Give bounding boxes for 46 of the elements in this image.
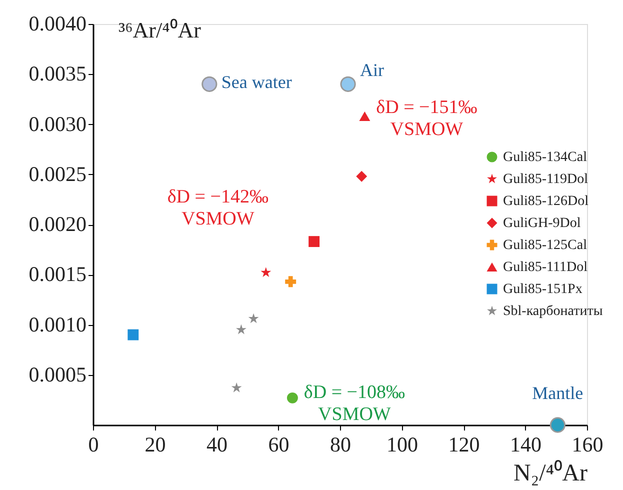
point [248, 313, 259, 324]
x-tick-label: 0 [88, 432, 99, 456]
x-tick-label: 20 [144, 432, 166, 456]
point [128, 329, 139, 340]
x-tick-label: 40 [206, 432, 228, 456]
legend-label: Guli85-125Cal [503, 238, 588, 253]
y-tick-label: 0.0035 [28, 62, 86, 86]
legend-label: Guli85-151Px [503, 282, 582, 297]
point [231, 382, 242, 392]
annotation: δD = −108‰ VSMOW [304, 382, 406, 425]
x-axis-title: N₂/⁴⁰Ar [513, 460, 588, 486]
legend-label: GuliGH-9Dol [503, 216, 581, 231]
point [202, 76, 218, 92]
y-tick-label: 0.0025 [28, 162, 86, 186]
x-tick-label: 80 [330, 432, 351, 456]
point [340, 76, 356, 92]
legend-label: Sbl-карбонатиты [503, 304, 604, 319]
point [286, 392, 298, 404]
point [285, 276, 296, 288]
x-tick-label: 140 [510, 432, 542, 456]
point [260, 267, 272, 278]
x-tick-label: 160 [572, 432, 604, 456]
annotation: Sea water [221, 72, 292, 92]
point [550, 417, 566, 433]
point [356, 170, 368, 182]
legend-label: Guli85-126Dol [503, 194, 589, 209]
y-axis-title: ³⁶Ar/⁴⁰Ar [118, 18, 202, 42]
legend-label: Guli85-119Dol [503, 172, 588, 187]
y-tick-label: 0.0040 [28, 12, 86, 36]
point [359, 111, 370, 121]
x-tick-label: 100 [386, 432, 418, 456]
y-tick-label: 0.0005 [28, 362, 86, 386]
annotation: δD = −151‰ VSMOW [376, 97, 478, 140]
annotation: δD = −142‰ VSMOW [167, 186, 268, 230]
x-tick-label: 120 [448, 432, 480, 456]
y-tick-label: 0.0010 [28, 312, 86, 336]
legend-label: Guli85-134Cal [503, 150, 588, 165]
point [308, 236, 320, 248]
y-tick-label: 0.0030 [28, 112, 86, 136]
legend-label: Guli85-111Dol [503, 260, 588, 275]
y-tick-label: 0.0020 [28, 212, 86, 236]
annotation: Air [360, 60, 384, 80]
point [236, 324, 246, 334]
x-tick-label: 60 [268, 432, 290, 456]
annotation: Mantle [532, 383, 584, 403]
y-tick-label: 0.0015 [28, 262, 86, 286]
